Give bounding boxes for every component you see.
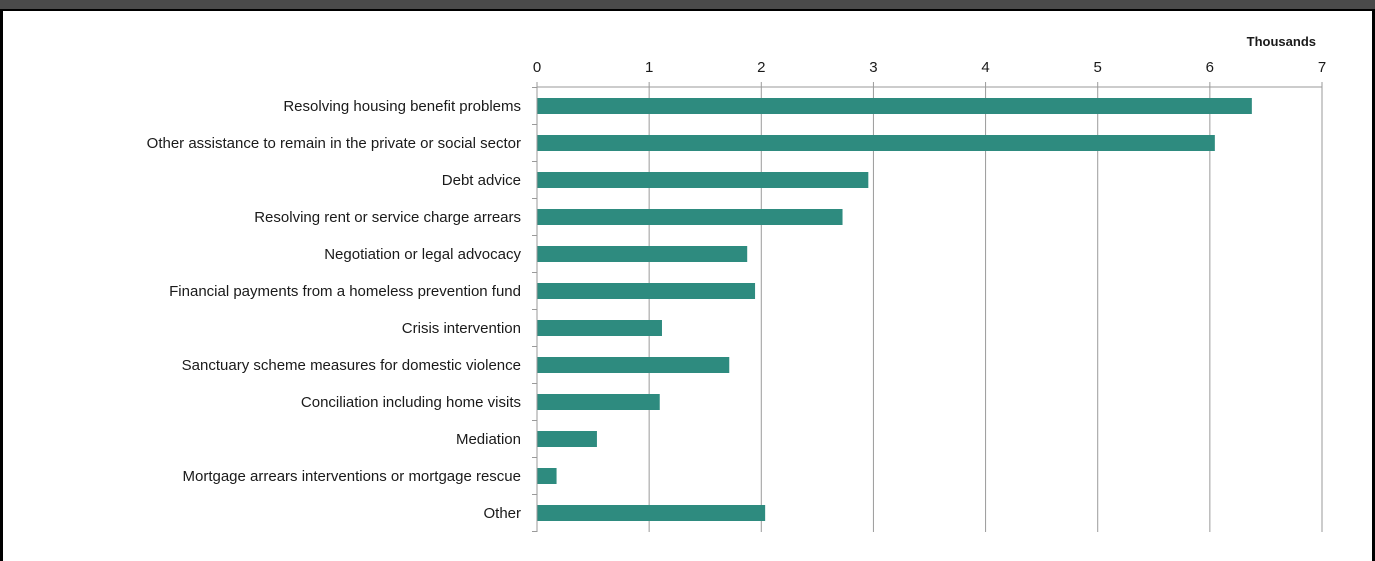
category-label: Resolving rent or service charge arrears bbox=[254, 209, 521, 226]
x-tick-label: 5 bbox=[1094, 59, 1102, 76]
unit-label: Thousands bbox=[1247, 34, 1316, 49]
category-label: Mediation bbox=[456, 431, 521, 448]
category-label: Other bbox=[483, 505, 521, 522]
x-tick-label: 7 bbox=[1318, 59, 1326, 76]
bar bbox=[537, 246, 748, 262]
x-tick-label: 4 bbox=[981, 59, 989, 76]
bar bbox=[537, 357, 730, 373]
x-tick-label: 6 bbox=[1206, 59, 1214, 76]
bars bbox=[537, 98, 1252, 521]
category-labels: Resolving housing benefit problems Other … bbox=[147, 98, 522, 522]
bar bbox=[537, 505, 766, 521]
x-tick-label: 1 bbox=[645, 59, 653, 76]
category-label: Crisis intervention bbox=[402, 320, 521, 337]
bar bbox=[537, 394, 660, 410]
bar bbox=[537, 283, 756, 299]
bar bbox=[537, 431, 597, 447]
bar bbox=[537, 320, 662, 336]
bar bbox=[537, 98, 1252, 114]
tick-labels: 0 1 2 3 4 5 6 7 bbox=[533, 59, 1326, 76]
bar bbox=[537, 209, 843, 225]
x-tick-label: 0 bbox=[533, 59, 541, 76]
top-border-bar bbox=[0, 0, 1375, 11]
x-tick-label: 2 bbox=[757, 59, 765, 76]
category-label: Negotiation or legal advocacy bbox=[324, 246, 521, 263]
category-label: Resolving housing benefit problems bbox=[283, 98, 521, 115]
gridlines bbox=[648, 87, 1323, 532]
category-label: Financial payments from a homeless preve… bbox=[169, 283, 521, 300]
bar bbox=[537, 172, 869, 188]
axes bbox=[532, 82, 1323, 532]
category-label: Other assistance to remain in the privat… bbox=[147, 135, 521, 152]
bar bbox=[537, 135, 1215, 151]
category-label: Sanctuary scheme measures for domestic v… bbox=[182, 357, 521, 374]
category-label: Mortgage arrears interventions or mortga… bbox=[183, 468, 522, 485]
category-label: Conciliation including home visits bbox=[301, 394, 521, 411]
category-label: Debt advice bbox=[442, 172, 521, 189]
x-tick-label: 3 bbox=[869, 59, 877, 76]
bar bbox=[537, 468, 557, 484]
